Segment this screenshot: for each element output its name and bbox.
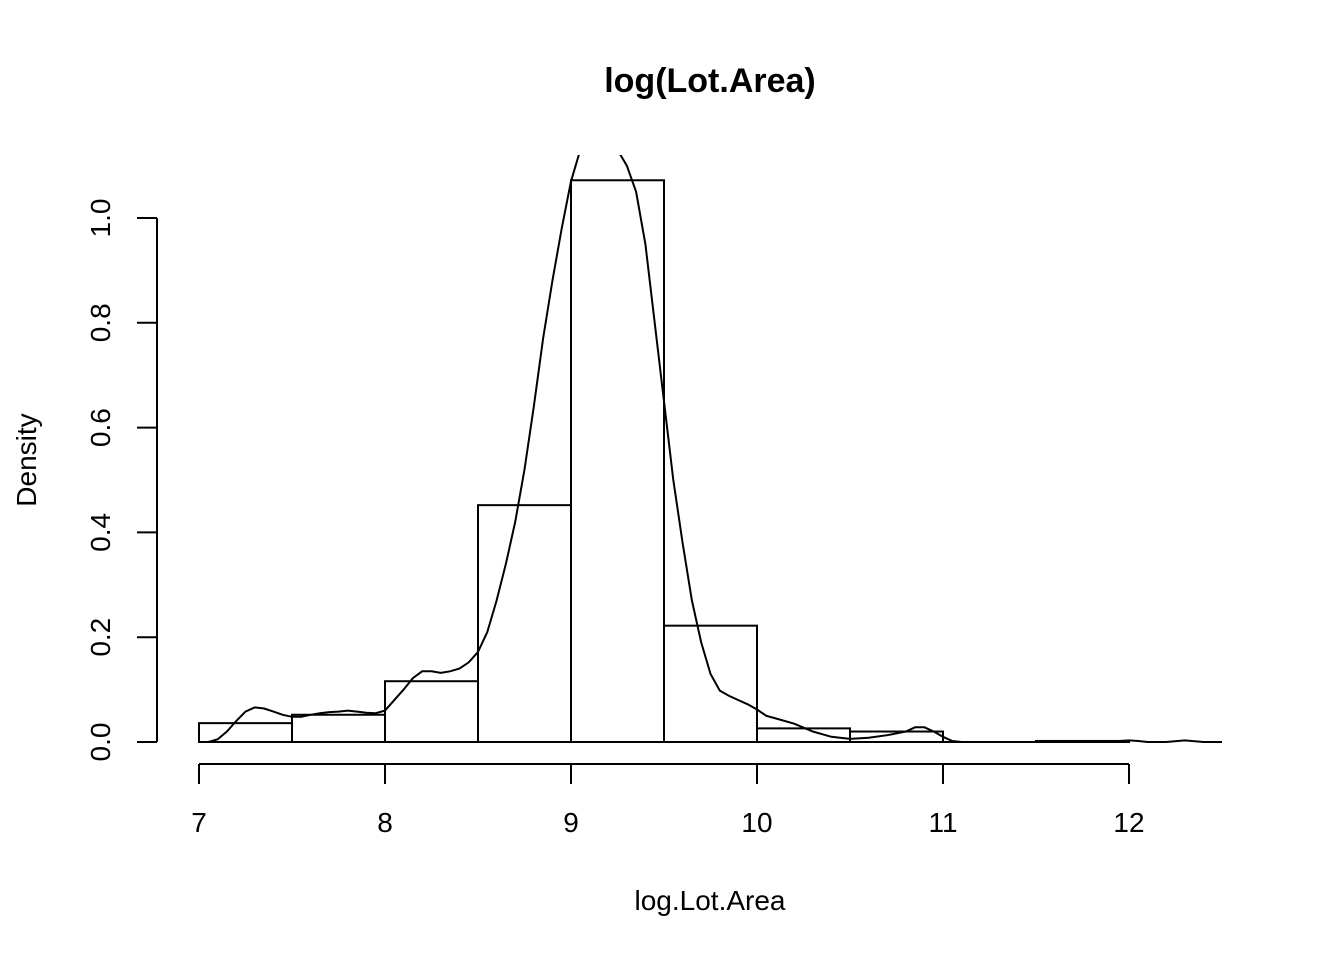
histogram-bars <box>198 179 1130 744</box>
histogram-bar <box>291 713 386 744</box>
y-tick-label: 0.8 <box>85 303 116 342</box>
histogram-bar <box>384 680 479 744</box>
density-curve-group <box>199 155 1222 743</box>
x-axis-label: log.Lot.Area <box>635 885 786 916</box>
x-axis: 7 8 9 10 11 12 <box>191 763 1145 838</box>
histogram-bar <box>756 727 851 743</box>
y-tick-label: 0.2 <box>85 618 116 657</box>
x-tick-label: 8 <box>377 807 393 838</box>
histogram-bar <box>477 504 572 744</box>
y-axis: 0.0 0.2 0.4 0.6 0.8 1.0 <box>85 199 158 762</box>
density-curve <box>199 155 1222 743</box>
x-tick-label: 12 <box>1113 807 1144 838</box>
x-tick-label: 10 <box>741 807 772 838</box>
x-tick-label: 11 <box>928 807 957 838</box>
histogram-bar <box>570 179 665 744</box>
x-tick-label: 7 <box>191 807 207 838</box>
chart-title: log(Lot.Area) <box>604 62 816 100</box>
y-tick-label: 1.0 <box>85 199 116 238</box>
y-tick-label: 0.0 <box>85 723 116 762</box>
histogram-bar <box>663 624 758 743</box>
x-tick-label: 9 <box>563 807 579 838</box>
y-tick-label: 0.4 <box>85 513 116 552</box>
y-tick-label: 0.6 <box>85 408 116 447</box>
histogram-bar <box>198 722 293 743</box>
y-axis-label: Density <box>11 413 42 506</box>
